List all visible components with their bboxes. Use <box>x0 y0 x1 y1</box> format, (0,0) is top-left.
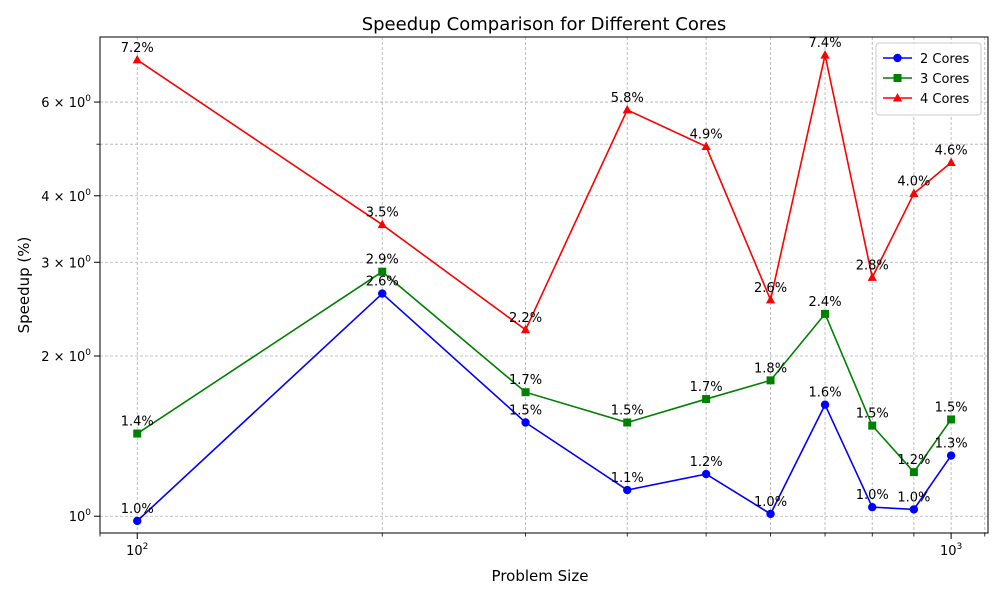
data-point-2-cores <box>521 418 530 427</box>
data-label-2-cores: 1.3% <box>935 437 968 452</box>
data-label-2-cores: 2.6% <box>366 275 399 290</box>
legend-marker-3-cores <box>893 74 902 82</box>
data-point-3-cores <box>821 309 830 318</box>
data-point-4-cores <box>701 141 711 151</box>
data-label-2-cores: 1.0% <box>754 495 787 510</box>
data-point-3-cores <box>133 429 142 438</box>
series-3-cores <box>133 267 956 477</box>
data-label-3-cores: 1.5% <box>856 407 889 422</box>
y-tick-label: 4 × 100 <box>41 188 91 205</box>
data-label-4-cores: 3.5% <box>366 206 399 221</box>
legend: 2 Cores 3 Cores 4 Cores <box>875 42 982 116</box>
data-label-4-cores: 7.4% <box>809 36 842 51</box>
data-point-4-cores <box>132 54 142 64</box>
data-labels: 1.0% 2.6% 1.5% 1.1% 1.2% 1.0% 1.6% 1.0% 1.0% 1.3%… <box>121 36 968 517</box>
data-point-3-cores <box>766 376 775 385</box>
series-line-2-cores <box>136 292 952 522</box>
series-group <box>132 50 956 526</box>
data-point-2-cores <box>701 469 711 479</box>
data-point-3-cores <box>378 267 387 276</box>
axis-ticks: 102 103 100 2 × 100 3 × 100 4 × 100 6 × 100 <box>41 94 986 559</box>
data-point-2-cores <box>909 505 919 514</box>
data-point-3-cores <box>702 395 711 404</box>
data-label-4-cores: 4.0% <box>897 174 930 189</box>
data-point-3-cores <box>909 468 918 477</box>
data-point-2-cores <box>868 502 877 512</box>
data-label-4-cores: 4.6% <box>935 143 968 158</box>
data-label-2-cores: 1.0% <box>856 488 889 503</box>
y-tick-label: 2 × 100 <box>41 348 91 365</box>
series-line-4-cores <box>136 54 952 332</box>
data-point-2-cores <box>623 485 632 495</box>
data-point-2-cores <box>766 509 775 519</box>
data-label-3-cores: 2.4% <box>809 295 842 310</box>
data-point-2-cores <box>820 400 830 409</box>
x-tick-label: 102 <box>126 542 148 559</box>
legend-label-4-cores: 4 Cores <box>920 92 969 107</box>
x-tick-label: 103 <box>940 542 962 559</box>
data-label-2-cores: 1.2% <box>690 455 723 470</box>
data-label-3-cores: 1.7% <box>690 380 723 395</box>
chart-title: Speedup Comparison for Different Cores <box>362 14 727 35</box>
data-point-2-cores <box>946 451 956 460</box>
legend-label-3-cores: 3 Cores <box>920 72 969 87</box>
data-point-4-cores <box>867 272 877 281</box>
legend-marker-2-cores <box>893 53 902 63</box>
data-label-4-cores: 2.6% <box>754 281 787 296</box>
data-point-4-cores <box>622 104 632 114</box>
data-label-3-cores: 1.7% <box>509 373 542 388</box>
plot-frame <box>99 36 989 534</box>
series-2-cores <box>133 289 956 526</box>
data-label-2-cores: 1.1% <box>611 471 644 486</box>
data-label-2-cores: 1.0% <box>121 502 154 517</box>
data-point-3-cores <box>521 388 530 397</box>
data-label-3-cores: 1.2% <box>897 453 930 468</box>
data-label-4-cores: 7.2% <box>121 41 154 56</box>
series-line-3-cores <box>136 270 952 474</box>
data-point-3-cores <box>868 421 877 430</box>
data-point-2-cores <box>133 516 142 526</box>
x-axis-label: Problem Size <box>492 567 589 585</box>
legend-label-2-cores: 2 Cores <box>920 52 969 67</box>
data-point-2-cores <box>378 289 387 298</box>
data-point-4-cores <box>909 188 919 197</box>
data-label-3-cores: 1.8% <box>754 361 787 376</box>
data-label-3-cores: 1.5% <box>935 400 968 415</box>
data-label-4-cores: 4.9% <box>690 128 723 143</box>
y-tick-label: 100 <box>69 508 92 525</box>
data-label-2-cores: 1.6% <box>809 386 842 401</box>
legend-marker-4-cores <box>892 93 903 102</box>
legend-box <box>875 42 982 116</box>
data-label-2-cores: 1.5% <box>509 403 542 418</box>
data-point-4-cores <box>946 157 956 166</box>
data-point-3-cores <box>947 415 956 424</box>
series-4-cores <box>132 50 956 334</box>
data-label-2-cores: 1.0% <box>897 490 930 505</box>
data-label-4-cores: 5.8% <box>611 91 644 106</box>
data-point-4-cores <box>520 324 531 334</box>
data-point-3-cores <box>623 418 632 427</box>
data-point-4-cores <box>765 294 776 304</box>
data-label-4-cores: 2.2% <box>509 311 542 326</box>
y-axis-label: Speedup (%) <box>15 237 33 334</box>
data-label-4-cores: 2.8% <box>856 258 889 273</box>
data-point-4-cores <box>377 219 387 229</box>
data-label-3-cores: 1.4% <box>121 415 154 430</box>
y-tick-label: 3 × 100 <box>41 254 91 271</box>
data-label-3-cores: 1.5% <box>611 403 644 418</box>
data-point-4-cores <box>820 50 830 59</box>
data-label-3-cores: 2.9% <box>366 253 399 268</box>
y-tick-label: 6 × 100 <box>41 94 91 111</box>
